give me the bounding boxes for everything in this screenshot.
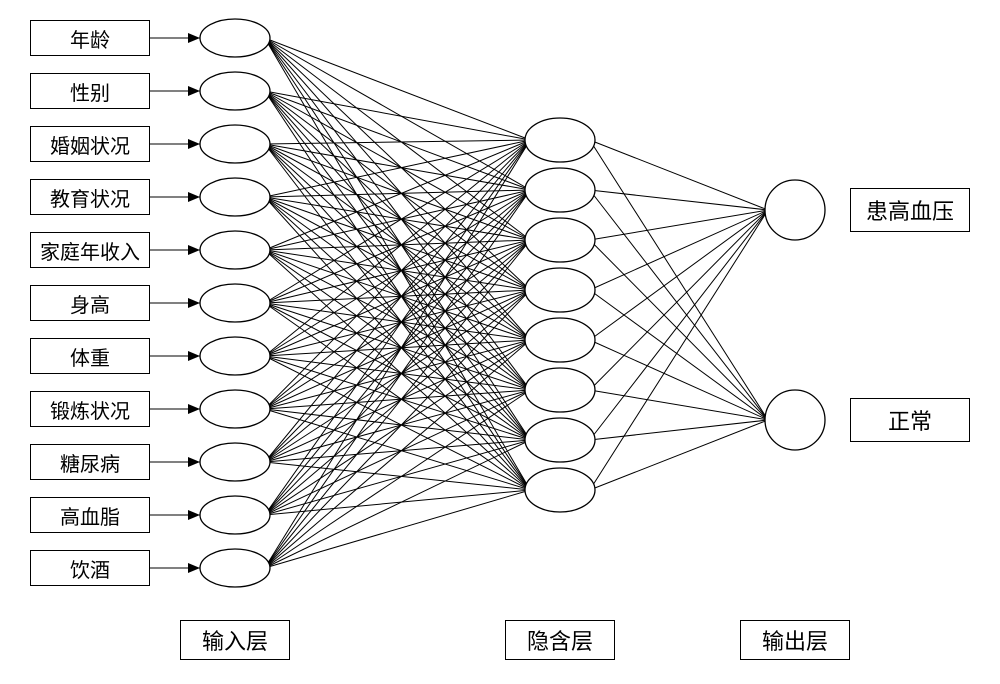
output-class-box: 患高血压 <box>850 188 970 232</box>
input-feature-box: 教育状况 <box>30 179 150 215</box>
input-feature-label: 年龄 <box>70 24 110 53</box>
network-svg <box>0 0 1000 684</box>
output-class-label: 患高血压 <box>866 194 954 226</box>
layer-label-box: 隐含层 <box>505 620 615 660</box>
input-feature-box: 锻炼状况 <box>30 391 150 427</box>
input-feature-label: 性别 <box>70 77 110 106</box>
layer-label-box: 输出层 <box>740 620 850 660</box>
layer-label: 隐含层 <box>527 624 593 656</box>
layer-label-box: 输入层 <box>180 620 290 660</box>
input-feature-label: 体重 <box>70 342 110 371</box>
input-feature-label: 家庭年收入 <box>40 236 140 265</box>
layer-label: 输出层 <box>762 624 828 656</box>
input-feature-box: 婚姻状况 <box>30 126 150 162</box>
input-feature-box: 身高 <box>30 285 150 321</box>
input-feature-label: 糖尿病 <box>60 448 120 477</box>
input-feature-label: 锻炼状况 <box>50 395 130 424</box>
output-class-label: 正常 <box>888 404 932 436</box>
diagram-container: 年龄性别婚姻状况教育状况家庭年收入身高体重锻炼状况糖尿病高血脂饮酒 患高血压正常输… <box>0 0 1000 684</box>
input-feature-label: 婚姻状况 <box>50 130 130 159</box>
input-feature-label: 饮酒 <box>70 554 110 583</box>
input-feature-box: 高血脂 <box>30 497 150 533</box>
layer-label: 输入层 <box>202 624 268 656</box>
input-feature-box: 性别 <box>30 73 150 109</box>
input-feature-box: 体重 <box>30 338 150 374</box>
input-feature-label: 高血脂 <box>60 501 120 530</box>
input-feature-box: 糖尿病 <box>30 444 150 480</box>
output-class-box: 正常 <box>850 398 970 442</box>
input-feature-box: 年龄 <box>30 20 150 56</box>
input-feature-label: 身高 <box>70 289 110 318</box>
input-feature-box: 家庭年收入 <box>30 232 150 268</box>
input-feature-box: 饮酒 <box>30 550 150 586</box>
input-feature-label: 教育状况 <box>50 183 130 212</box>
